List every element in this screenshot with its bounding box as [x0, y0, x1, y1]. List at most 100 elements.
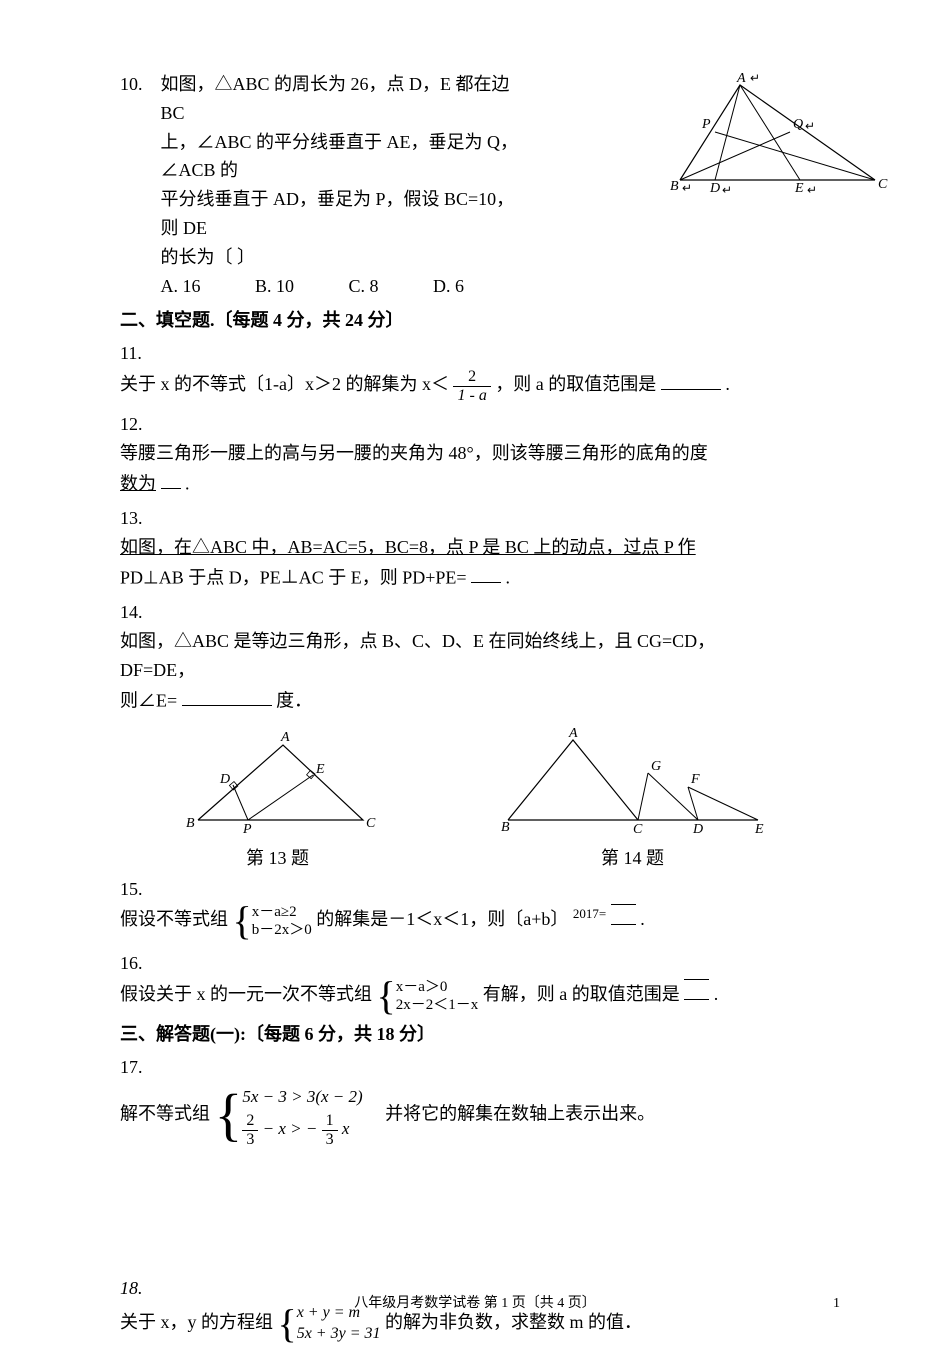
q15-sys1: x－a≥2	[252, 904, 297, 920]
q15-suffix: .	[640, 909, 645, 929]
q13-number: 13.	[120, 504, 156, 533]
q13-text1: 如图，在△ABC 中，AB=AC=5，BC=8，点 P 是 BC 上的动点，过点…	[120, 537, 696, 557]
svg-text:P: P	[701, 117, 711, 132]
q16-suffix: .	[714, 984, 719, 1004]
svg-text:B: B	[670, 179, 679, 194]
q11-fraction: 2 1 - a	[453, 368, 490, 404]
fig14-caption: 第 14 题	[493, 844, 773, 873]
q11-text1: 关于 x 的不等式〔1-a〕x＞2 的解集为 x＜	[120, 374, 449, 394]
q12-blank	[161, 468, 181, 490]
brace-icon: {	[215, 1095, 243, 1136]
brace-icon: {	[278, 1312, 297, 1336]
svg-text:A: A	[736, 71, 746, 86]
svg-text:↵: ↵	[750, 71, 760, 85]
brace-icon: {	[377, 984, 396, 1008]
q11-text3: .	[725, 374, 730, 394]
q12-suffix: .	[185, 473, 190, 493]
q16-blank	[684, 979, 709, 1001]
q14-blank	[182, 685, 272, 707]
q15-text2: 的解集是－1＜x＜1，则〔a+b〕	[316, 909, 568, 929]
q14-body: 如图，△ABC 是等边三角形，点 B、C、D、E 在同始终线上，且 CG=CD，…	[120, 627, 790, 715]
q10-line4: 的长为〔 〕	[161, 247, 256, 267]
q12-text2: 数为	[120, 473, 156, 493]
q16-text2: 有解，则 a 的取值范围是	[483, 984, 680, 1004]
q17-body: 解不等式组 { 5x − 3 > 3(x − 2) 23 − x > − 13 …	[120, 1082, 790, 1149]
svg-text:↵: ↵	[805, 119, 815, 133]
question-11: 11. 关于 x 的不等式〔1-a〕x＞2 的解集为 x＜ 2 1 - a ，则…	[120, 339, 830, 404]
q10-line2: 上，∠ABC 的平分线垂直于 AE，垂足为 Q，∠ACB 的	[161, 132, 519, 181]
q18-text2: 的解为非负数，求整数 m 的值．	[385, 1312, 642, 1332]
question-12: 12. 等腰三角形一腰上的高与另一腰的夹角为 48°，则该等腰三角形的底角的度 …	[120, 410, 830, 498]
q10-line1: 如图，△ABC 的周长为 26，点 D，E 都在边 BC	[161, 74, 510, 123]
figures-row: A B C D E P 第 13 题 A B C D E G F 第 14 题	[120, 725, 830, 873]
q11-blank	[661, 369, 721, 391]
svg-text:E: E	[315, 762, 325, 777]
q13-body: 如图，在△ABC 中，AB=AC=5，BC=8，点 P 是 BC 上的动点，过点…	[120, 533, 790, 592]
q15-sys2: b－2x＞0	[252, 922, 312, 938]
svg-text:↵: ↵	[722, 183, 732, 197]
svg-text:C: C	[878, 177, 888, 192]
q10-figure: A ↵ B ↵ D ↵ E ↵ C P Q ↵	[660, 70, 890, 209]
q13-text2: PD⊥AB 于点 D，PE⊥AC 于 E，则 PD+PE=	[120, 567, 467, 587]
brace-icon: {	[233, 909, 252, 933]
fig13-svg: A B C D E P	[178, 725, 378, 835]
q17-row1: 5x − 3 > 3(x − 2)	[242, 1087, 362, 1106]
q14-suffix: 度．	[276, 690, 312, 710]
svg-text:B: B	[186, 816, 195, 831]
svg-text:C: C	[366, 816, 376, 831]
q10-optB: B. 10	[255, 272, 294, 301]
q10-body: 如图，△ABC 的周长为 26，点 D，E 都在边 BC 上，∠ABC 的平分线…	[161, 70, 531, 300]
q11-text2: ，则 a 的取值范围是	[495, 374, 656, 394]
q18-sys2: 5x + 3y = 31	[297, 1325, 381, 1342]
svg-text:A: A	[568, 726, 578, 741]
q15-body: 假设不等式组 { x－a≥2 b－2x＞0 的解集是－1＜x＜1，则〔a+b〕 …	[120, 903, 790, 939]
question-15: 15. 假设不等式组 { x－a≥2 b－2x＞0 的解集是－1＜x＜1，则〔a…	[120, 875, 830, 940]
fig13-caption: 第 13 题	[178, 844, 378, 873]
q14-text2: 则∠E=	[120, 690, 177, 710]
q17-row2: 23 − x > − 13 x	[242, 1119, 349, 1138]
q15-text1: 假设不等式组	[120, 909, 228, 929]
svg-text:G: G	[651, 759, 661, 774]
q15-number: 15.	[120, 875, 156, 904]
q15-exp: 2017=	[573, 906, 606, 921]
question-16: 16. 假设关于 x 的一元一次不等式组 { x－a＞0 2x－2＜1－x 有解…	[120, 949, 830, 1014]
svg-text:A: A	[280, 730, 290, 745]
q12-body: 等腰三角形一腰上的高与另一腰的夹角为 48°，则该等腰三角形的底角的度 数为 .	[120, 439, 790, 498]
q12-number: 12.	[120, 410, 156, 439]
svg-text:D: D	[219, 772, 230, 787]
q18-text1: 关于 x，y 的方程组	[120, 1312, 273, 1332]
q17-text1: 解不等式组	[120, 1103, 210, 1123]
q10-number: 10.	[120, 70, 156, 99]
q12-text1: 等腰三角形一腰上的高与另一腰的夹角为 48°，则该等腰三角形的底角的度	[120, 443, 708, 463]
q16-number: 16.	[120, 949, 156, 978]
svg-text:Q: Q	[793, 117, 803, 132]
svg-text:E: E	[754, 822, 764, 835]
q16-sys1: x－a＞0	[396, 979, 448, 995]
q16-text1: 假设关于 x 的一元一次不等式组	[120, 984, 372, 1004]
page-number: 1	[833, 1293, 840, 1315]
svg-text:D: D	[709, 181, 720, 196]
q13-suffix: .	[506, 567, 511, 587]
q10-svg: A ↵ B ↵ D ↵ E ↵ C P Q ↵	[660, 70, 890, 200]
question-14: 14. 如图，△ABC 是等边三角形，点 B、C、D、E 在同始终线上，且 CG…	[120, 598, 830, 715]
q15-blank	[611, 904, 636, 926]
svg-text:D: D	[692, 822, 703, 835]
q17-text2: 并将它的解集在数轴上表示出来。	[385, 1103, 655, 1123]
q13-blank	[471, 562, 501, 584]
fig14-svg: A B C D E G F	[493, 725, 773, 835]
q10-optA: A. 16	[161, 272, 201, 301]
q16-body: 假设关于 x 的一元一次不等式组 { x－a＞0 2x－2＜1－x 有解，则 a…	[120, 978, 790, 1014]
svg-text:C: C	[633, 822, 643, 835]
section-3-title: 三、解答题(一):〔每题 6 分，共 18 分〕	[120, 1020, 830, 1049]
svg-text:↵: ↵	[682, 181, 692, 195]
svg-text:↵: ↵	[807, 183, 817, 197]
q16-sys2: 2x－2＜1－x	[396, 997, 479, 1013]
q14-number: 14.	[120, 598, 156, 627]
q17-number: 17.	[120, 1053, 156, 1082]
q10-options: A. 16 B. 10 C. 8 D. 6	[161, 276, 515, 296]
q10-line3: 平分线垂直于 AD，垂足为 P，假设 BC=10，则 DE	[161, 189, 515, 238]
question-17: 17. 解不等式组 { 5x − 3 > 3(x − 2) 23 − x > −…	[120, 1053, 830, 1149]
svg-text:F: F	[690, 772, 700, 787]
question-13: 13. 如图，在△ABC 中，AB=AC=5，BC=8，点 P 是 BC 上的动…	[120, 504, 830, 592]
fig14-col: A B C D E G F 第 14 题	[493, 725, 773, 873]
